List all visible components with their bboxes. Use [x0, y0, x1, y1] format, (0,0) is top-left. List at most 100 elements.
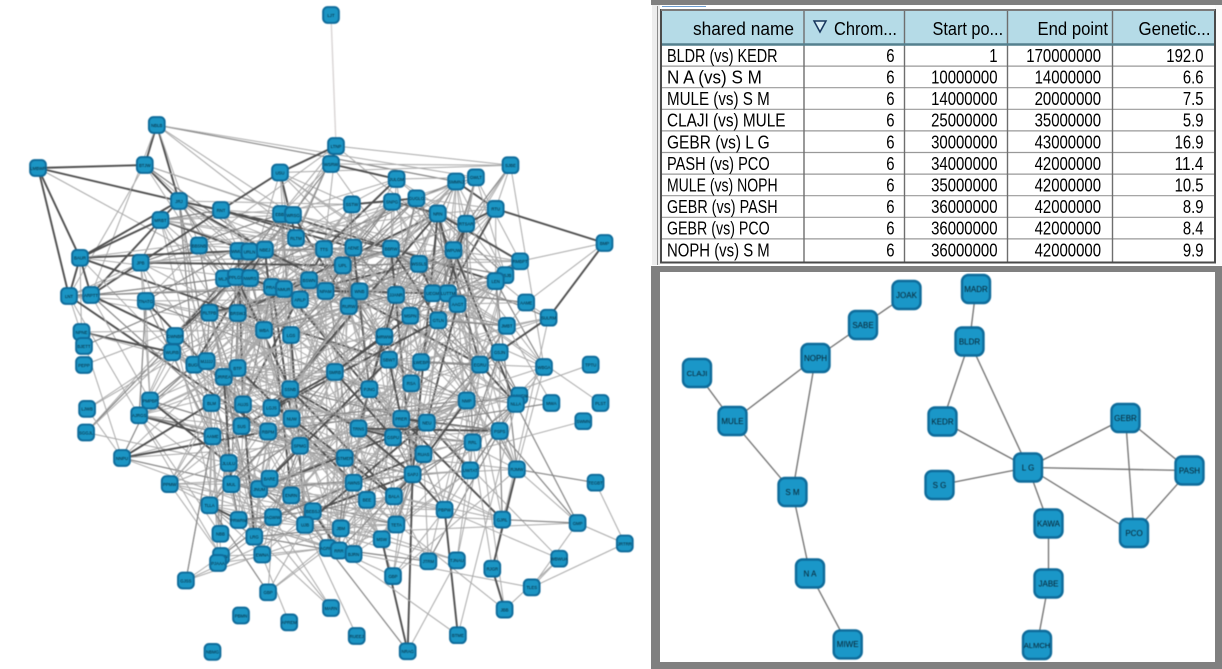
svg-text:S M: S M [785, 488, 800, 497]
svg-text:KAWA: KAWA [1037, 519, 1061, 528]
svg-text:BARE: BARE [264, 477, 276, 482]
svg-text:14000000: 14000000 [931, 89, 997, 109]
svg-text:Chrom...: Chrom... [834, 18, 897, 38]
svg-text:43000000: 43000000 [1034, 132, 1100, 152]
svg-text:NEU: NEU [422, 420, 431, 425]
svg-text:MULE: MULE [721, 417, 743, 426]
svg-text:NBEJ: NBEJ [259, 247, 270, 252]
svg-text:BMP: BMP [600, 241, 609, 246]
svg-text:WSJB: WSJB [499, 273, 511, 278]
svg-text:PBPW: PBPW [438, 508, 452, 513]
svg-text:WBGA: WBGA [537, 365, 550, 370]
svg-text:UPL: UPL [339, 263, 348, 268]
svg-text:SSNB: SSNB [284, 387, 296, 392]
svg-text:AWNS: AWNS [347, 481, 360, 486]
svg-text:LWEBP: LWEBP [414, 360, 429, 365]
svg-text:170000000: 170000000 [1026, 45, 1101, 65]
svg-text:ARLP: ARLP [294, 297, 305, 302]
svg-text:JNUM: JNUM [253, 487, 265, 492]
svg-text:BTJW: BTJW [139, 163, 152, 168]
svg-text:GWLT: GWLT [470, 175, 482, 180]
svg-text:PJAAA: PJAAA [211, 561, 225, 566]
svg-text:NOPH: NOPH [804, 354, 827, 363]
svg-text:ENRN: ENRN [285, 493, 297, 498]
svg-text:L G: L G [1022, 463, 1035, 472]
svg-text:JRJ: JRJ [175, 199, 182, 204]
svg-text:PASH: PASH [1179, 466, 1200, 475]
svg-text:UEGM: UEGM [426, 291, 439, 296]
svg-text:SBWT: SBWT [383, 358, 396, 363]
svg-text:6: 6 [886, 89, 894, 109]
svg-text:TEGBT: TEGBT [588, 481, 603, 486]
svg-text:JBB: JBB [501, 607, 509, 612]
svg-text:6: 6 [886, 175, 894, 195]
svg-text:MJJJJ: MJJJJ [201, 359, 213, 364]
svg-text:ALMCH: ALMCH [1024, 641, 1051, 650]
svg-text:8.4: 8.4 [1182, 218, 1203, 238]
svg-text:35000000: 35000000 [931, 175, 997, 195]
svg-text:36000000: 36000000 [931, 197, 997, 217]
svg-text:NLLA: NLLA [511, 402, 522, 407]
svg-text:AUJS: AUJS [238, 402, 249, 407]
svg-text:STMER: STMER [337, 456, 352, 461]
svg-text:RLTPB: RLTPB [203, 311, 217, 316]
svg-text:PASH (vs) PCO: PASH (vs) PCO [667, 153, 770, 173]
svg-text:10000000: 10000000 [931, 67, 997, 87]
svg-text:30000000: 30000000 [931, 132, 997, 152]
svg-text:SWMN: SWMN [576, 419, 590, 424]
svg-text:14000000: 14000000 [1034, 67, 1100, 87]
svg-text:25000000: 25000000 [931, 110, 997, 130]
svg-text:RUEEJ: RUEEJ [350, 634, 364, 639]
svg-text:TTS: TTS [320, 247, 328, 252]
svg-text:LRG: LRG [250, 535, 259, 540]
svg-text:GTLN: GTLN [433, 318, 444, 323]
svg-text:JRTRR: JRTRR [618, 541, 632, 546]
svg-text:6.6: 6.6 [1182, 67, 1203, 87]
svg-text:42000000: 42000000 [1034, 240, 1100, 260]
svg-text:LEN: LEN [492, 279, 500, 284]
svg-text:BTME: BTME [452, 633, 464, 638]
svg-text:34000000: 34000000 [931, 153, 997, 173]
svg-text:LJWB: LJWB [81, 407, 93, 412]
svg-text:NRAG: NRAG [401, 649, 414, 654]
svg-text:BRSWJ: BRSWJ [230, 311, 245, 316]
svg-text:BBSNB: BBSNB [192, 243, 207, 248]
svg-text:AAME: AAME [520, 300, 532, 305]
svg-text:N A: N A [804, 569, 818, 578]
svg-text:RRL: RRL [468, 440, 477, 445]
svg-text:LJT: LJT [327, 13, 335, 18]
svg-text:MUL: MUL [227, 482, 237, 487]
svg-text:10.5: 10.5 [1174, 175, 1203, 195]
svg-text:SNPG: SNPG [386, 200, 399, 205]
svg-text:TRNS: TRNS [353, 426, 365, 431]
svg-text:7.5: 7.5 [1182, 89, 1203, 109]
svg-text:UJB: UJB [301, 523, 309, 528]
svg-text:MRWW: MRWW [377, 334, 393, 339]
svg-text:42000000: 42000000 [1034, 153, 1100, 173]
svg-text:PJNG: PJNG [364, 387, 376, 392]
svg-text:AENE: AENE [348, 245, 360, 250]
svg-text:S G: S G [933, 481, 947, 490]
svg-text:SSTW: SSTW [346, 202, 359, 207]
svg-text:TLLA: TLLA [204, 503, 214, 508]
svg-text:MULE (vs) S M: MULE (vs) S M [667, 89, 770, 109]
svg-text:GEBR: GEBR [1114, 414, 1137, 423]
svg-text:RNT: RNT [217, 208, 226, 213]
svg-text:CLAJI: CLAJI [687, 369, 708, 378]
svg-text:RURW: RURW [342, 304, 356, 309]
svg-text:BLM: BLM [207, 401, 216, 406]
svg-text:1: 1 [989, 45, 997, 65]
svg-text:36000000: 36000000 [931, 218, 997, 238]
svg-text:GWNBP: GWNBP [167, 334, 183, 339]
svg-text:MIWE: MIWE [837, 640, 859, 649]
svg-text:SJBE: SJBE [505, 163, 516, 168]
svg-text:RLTM: RLTM [290, 236, 302, 241]
svg-text:WNB: WNB [354, 289, 364, 294]
svg-text:192.0: 192.0 [1166, 45, 1203, 65]
svg-text:WMUM: WMUM [231, 249, 246, 254]
svg-text:6: 6 [886, 110, 894, 130]
svg-text:GEBR (vs) PASH: GEBR (vs) PASH [667, 197, 778, 217]
svg-text:JABE: JABE [1038, 579, 1058, 588]
svg-text:TNATG: TNATG [139, 299, 154, 304]
svg-text:RJMW: RJMW [510, 467, 524, 472]
